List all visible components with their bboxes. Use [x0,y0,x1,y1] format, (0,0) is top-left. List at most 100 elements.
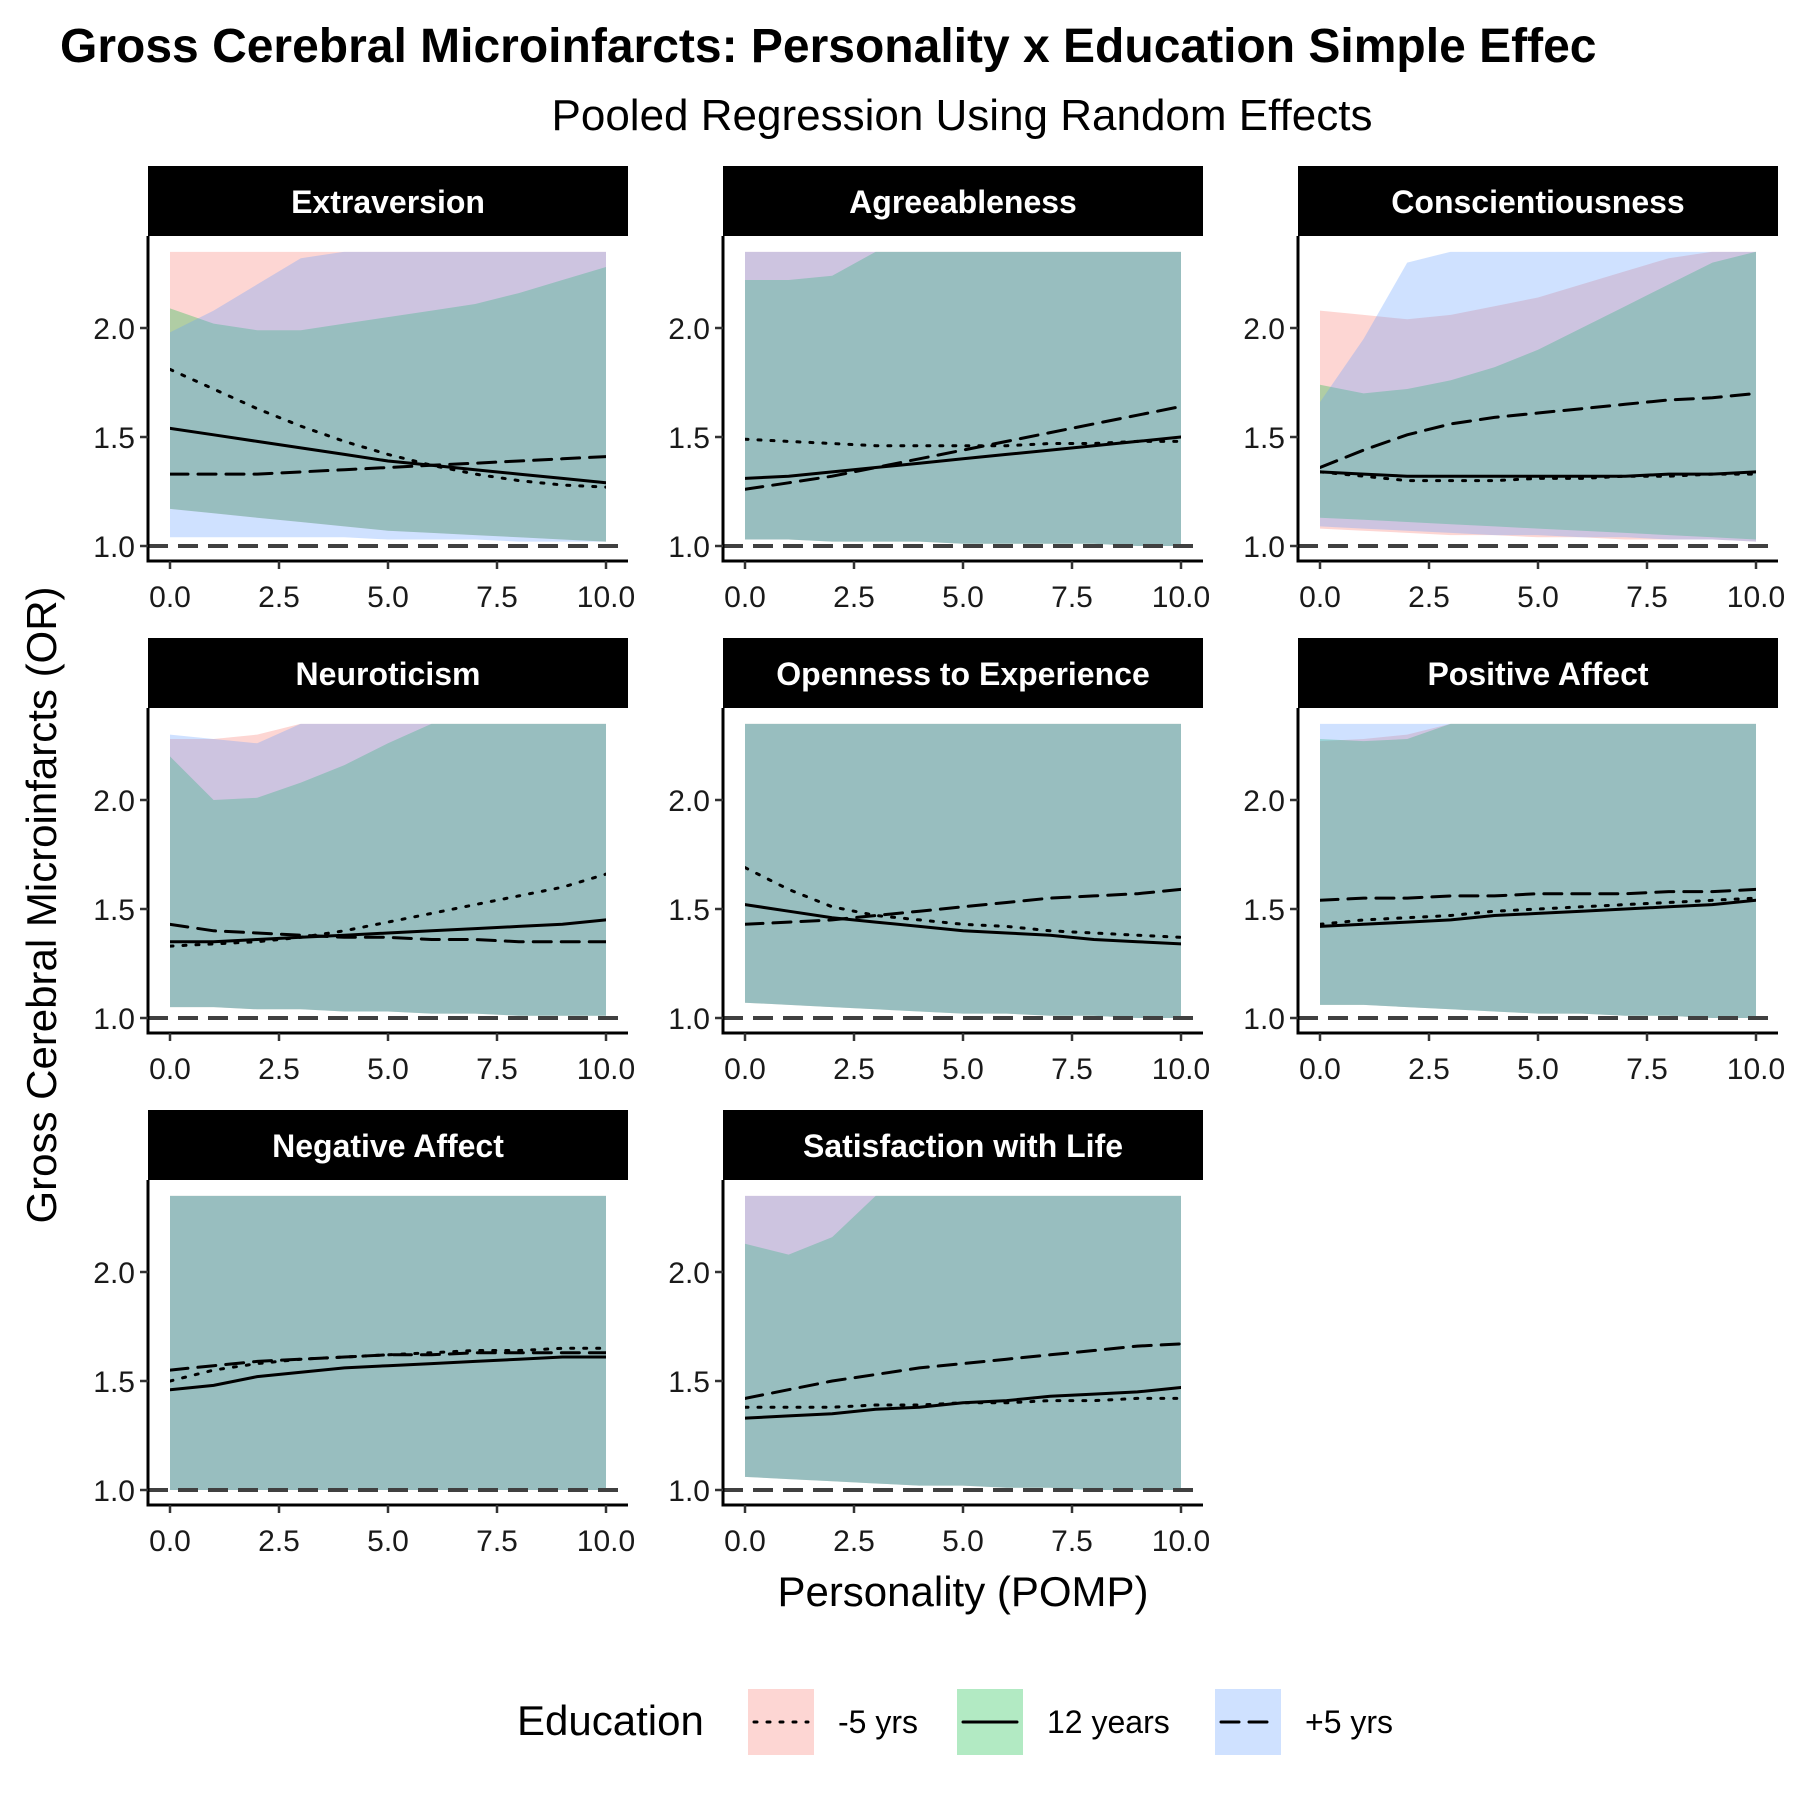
ribbon-12-years [170,1195,606,1490]
series-line-5-yrs [170,367,606,489]
facet-panel-conscientiousness: Conscientiousness 1.0 1.5 2.0 0.0 2.5 5.0 7.5 10… [1243,166,1785,614]
ribbon-5-yrs [1320,251,1756,542]
facet-label: Neuroticism [296,656,481,692]
facet-strip [148,166,628,236]
legend-label: +5 yrs [1305,1704,1393,1740]
y-tick-label: 1.0 [93,1475,135,1508]
series-line-5-yrs [745,1396,1181,1409]
legend-label: 12 years [1047,1704,1170,1740]
y-tick-label: 1.0 [668,531,710,564]
y-tick-label: 1.0 [1243,531,1285,564]
ribbon-5-yrs [170,723,606,1016]
series-line-5-yrs [170,1346,606,1383]
series-line-5-yrs [1320,896,1756,926]
x-tick-label: 10.0 [1152,1053,1210,1086]
series-line-5-yrs [1320,887,1756,902]
ribbon-5-yrs [745,1195,1181,1490]
plot-area [170,1195,606,1490]
facet-panel-extraversion: Extraversion 1.0 1.5 2.0 0.0 2.5 5.0 7.5 10.0 [93,166,635,614]
legend-item-5-yrs: -5 yrs [748,1689,918,1755]
plot-area [745,723,1181,1018]
facet-panel-neuroticism: Neuroticism 1.0 1.5 2.0 0.0 2.5 5.0 7.5 10.0 [93,638,635,1086]
ribbon-5-yrs [1320,723,1756,1018]
y-tick-label: 2.0 [668,785,710,818]
x-tick-label: 2.5 [258,1053,300,1086]
y-tick-label: 2.0 [93,313,135,346]
x-tick-label: 10.0 [1152,1525,1210,1558]
ribbon-5-yrs [745,1195,1181,1490]
facet-label: Openness to Experience [776,656,1149,692]
ribbon-5-yrs [170,251,606,542]
y-tick-label: 1.5 [1243,422,1285,455]
x-tick-label: 5.0 [942,1525,984,1558]
x-tick-label: 2.5 [258,1525,300,1558]
ribbon-12-years [745,251,1181,546]
x-tick-label: 0.0 [1299,581,1341,614]
y-tick-label: 2.0 [1243,785,1285,818]
x-tick-label: 7.5 [476,1053,518,1086]
x-tick-label: 7.5 [1051,581,1093,614]
y-axis-label: Gross Cerebral Microinfarcts (OR) [18,586,65,1223]
ribbon-12-years [745,723,1181,1018]
facet-label: Positive Affect [1427,656,1648,692]
facet-strip [723,166,1203,236]
series-line-5-yrs [1320,391,1756,469]
legend-item-12-years: 12 years [957,1689,1170,1755]
series-line-12-years [745,435,1181,480]
x-tick-label: 7.5 [1051,1525,1093,1558]
series-line-5-yrs [745,405,1181,491]
legend-label: -5 yrs [838,1704,918,1740]
facet-label: Negative Affect [272,1128,504,1164]
series-line-5-yrs [745,887,1181,926]
x-tick-label: 5.0 [1517,581,1559,614]
series-line-12-years [1320,470,1756,478]
legend: Education -5 yrs 12 years +5 yrs [517,1689,1393,1755]
series-line-12-years [1320,898,1756,928]
ribbon-12-years [170,723,606,1016]
series-line-12-years [745,1386,1181,1420]
facet-strip [723,1110,1203,1180]
x-tick-label: 7.5 [1051,1053,1093,1086]
y-tick-label: 1.5 [1243,894,1285,927]
facet-strip [723,638,1203,708]
facet-panel-satisfaction-with-life: Satisfaction with Life 1.0 1.5 2.0 0.0 2.5 5.0… [668,1110,1210,1558]
series-line-12-years [170,426,606,485]
x-tick-label: 5.0 [942,1053,984,1086]
ribbon-5-yrs [745,251,1181,546]
facet-strip [148,638,628,708]
y-tick-label: 1.0 [93,531,135,564]
ribbon-5-yrs [170,1195,606,1490]
x-tick-label: 7.5 [476,1525,518,1558]
x-tick-label: 5.0 [367,581,409,614]
x-axis-label: Personality (POMP) [777,1568,1148,1615]
y-tick-label: 2.0 [1243,313,1285,346]
ribbon-12-years [1320,251,1756,540]
x-tick-label: 10.0 [1727,581,1785,614]
ribbon-5-yrs [170,723,606,1016]
series-line-5-yrs [170,455,606,476]
plot-area [170,251,606,542]
series-line-5-yrs [745,866,1181,939]
facet-strip [148,1110,628,1180]
y-tick-label: 2.0 [93,785,135,818]
x-tick-label: 2.5 [1408,1053,1450,1086]
x-tick-label: 5.0 [942,581,984,614]
y-tick-label: 1.5 [93,1366,135,1399]
plot-area [745,1195,1181,1490]
ribbon-12-years [1320,723,1756,1018]
facet-panel-agreeableness: Agreeableness 1.0 1.5 2.0 0.0 2.5 5.0 7.5 10.0 [668,166,1210,614]
series-line-12-years [170,918,606,944]
series-line-5-yrs [745,1342,1181,1400]
x-tick-label: 2.5 [833,1525,875,1558]
y-tick-label: 1.5 [668,422,710,455]
facet-panel-negative-affect: Negative Affect 1.0 1.5 2.0 0.0 2.5 5.0 7.5 10.0 [93,1110,635,1558]
x-tick-label: 2.5 [833,1053,875,1086]
x-tick-label: 7.5 [1626,1053,1668,1086]
y-tick-label: 1.0 [93,1003,135,1036]
legend-title: Education [517,1697,704,1744]
x-tick-label: 0.0 [724,1525,766,1558]
facet-label: Satisfaction with Life [803,1128,1123,1164]
x-tick-label: 7.5 [1626,581,1668,614]
ribbon-5-yrs [745,251,1181,546]
